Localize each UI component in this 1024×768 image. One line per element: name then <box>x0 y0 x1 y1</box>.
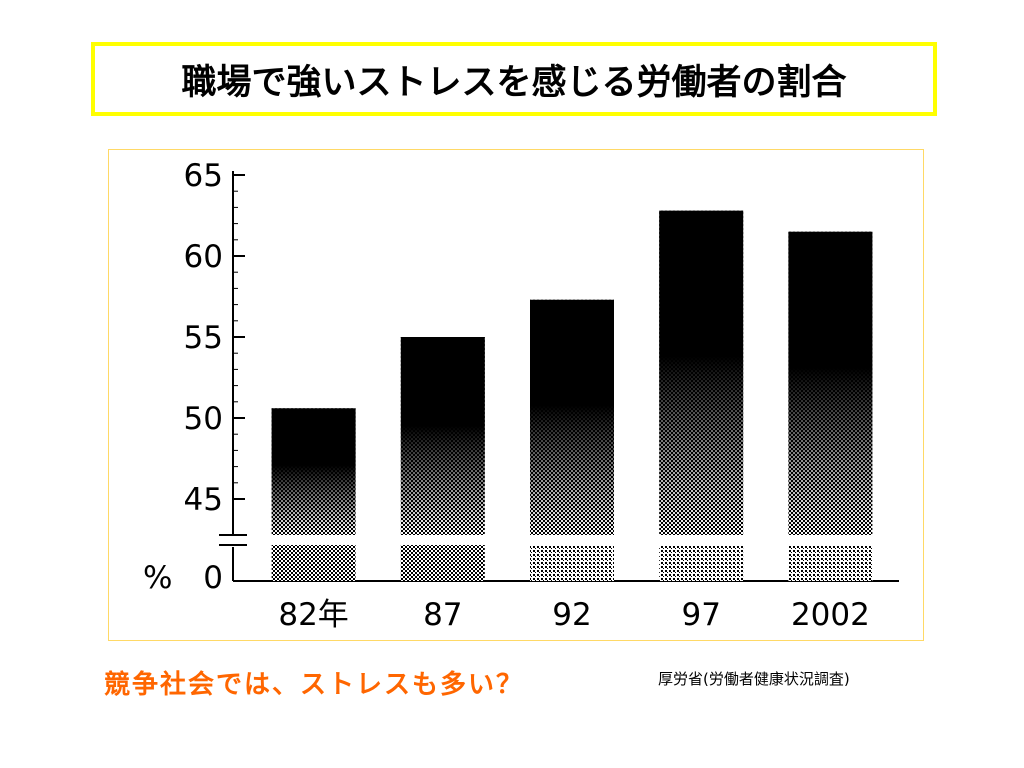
bar-lower-segment <box>530 545 614 581</box>
caption-text: 競争社会では、ストレスも多い？ <box>104 670 525 700</box>
bar-lower-segment <box>788 545 873 581</box>
x-tick-label: 82年 <box>278 597 348 633</box>
bar-lower-segment <box>271 545 356 581</box>
x-tick-label: 87 <box>423 597 462 633</box>
bar-lower-segment <box>400 545 485 581</box>
y-tick-label: 50 <box>184 401 223 437</box>
x-tick-label: 97 <box>681 597 720 633</box>
bar-chart: 0 45 50 55 60 65% 82年 87 92 97 2002 <box>108 149 924 641</box>
bar <box>271 408 356 535</box>
y-tick-label: 0 <box>203 560 223 596</box>
page-title: 職場で強いストレスを感じる労働者の割合 <box>91 42 937 116</box>
y-unit-label: % <box>143 560 172 596</box>
y-tick-label: 60 <box>184 239 223 275</box>
x-tick-label: 2002 <box>791 597 870 633</box>
bar <box>400 337 485 535</box>
source-note: 厚労省(労働者健康状況調査) <box>658 670 850 688</box>
bar <box>659 210 744 535</box>
chart-canvas: 0 45 50 55 60 65% 82年 87 92 97 2002 <box>143 158 899 633</box>
y-tick-label: 45 <box>184 482 223 518</box>
bar <box>788 231 873 535</box>
y-tick-label: 65 <box>184 158 223 194</box>
bar-lower-segment <box>659 545 744 581</box>
y-tick-label: 55 <box>184 320 223 356</box>
bar <box>530 299 614 535</box>
x-tick-label: 92 <box>552 597 591 633</box>
page-title-text: 職場で強いストレスを感じる労働者の割合 <box>181 62 847 103</box>
